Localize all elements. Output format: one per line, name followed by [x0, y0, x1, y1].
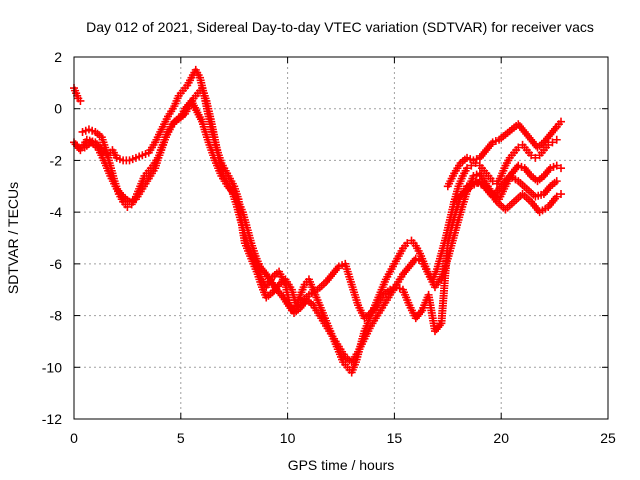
- data-point: [76, 96, 85, 105]
- x-tick-label: 10: [280, 430, 296, 446]
- grid: [74, 57, 608, 419]
- data-point: [463, 164, 472, 173]
- plot-frame: [73, 56, 609, 420]
- data-marks: [70, 65, 566, 377]
- series-trace-5: [443, 117, 566, 191]
- data-point: [467, 161, 476, 170]
- x-axis-label: GPS time / hours: [288, 457, 395, 473]
- y-tick-label: -4: [50, 204, 63, 220]
- data-point: [527, 151, 536, 160]
- x-tick-label: 5: [177, 430, 185, 446]
- series-trace-4: [80, 96, 561, 336]
- data-point: [557, 117, 566, 126]
- data-point: [123, 202, 132, 211]
- y-tick-label: -12: [42, 411, 62, 427]
- data-point: [544, 140, 553, 149]
- chart-title: Day 012 of 2021, Sidereal Day-to-day VTE…: [86, 19, 594, 35]
- series-trace-6: [450, 177, 566, 217]
- y-tick-label: -2: [50, 152, 63, 168]
- data-point: [552, 135, 561, 144]
- y-tick-label: -8: [50, 308, 63, 324]
- series-trace-1: [70, 84, 85, 105]
- data-point: [548, 138, 557, 147]
- data-point: [552, 192, 561, 201]
- data-point: [531, 153, 540, 162]
- data-point: [557, 164, 566, 173]
- x-tick-label: 15: [387, 430, 403, 446]
- y-axis-label: SDTVAR / TECUs: [5, 182, 21, 294]
- y-tick-label: 0: [54, 101, 62, 117]
- axis-ticks: 0 5 10 15 20 25 -12 -10 -8 -6 -4 -2 0 2: [42, 49, 616, 446]
- x-tick-label: 25: [600, 430, 616, 446]
- y-tick-label: -10: [42, 359, 62, 375]
- x-tick-label: 0: [70, 430, 78, 446]
- data-point: [552, 177, 561, 186]
- x-tick-label: 20: [493, 430, 509, 446]
- y-tick-label: -6: [50, 256, 63, 272]
- y-tick-label: 2: [54, 49, 62, 65]
- data-point: [557, 190, 566, 199]
- data-point: [552, 161, 561, 170]
